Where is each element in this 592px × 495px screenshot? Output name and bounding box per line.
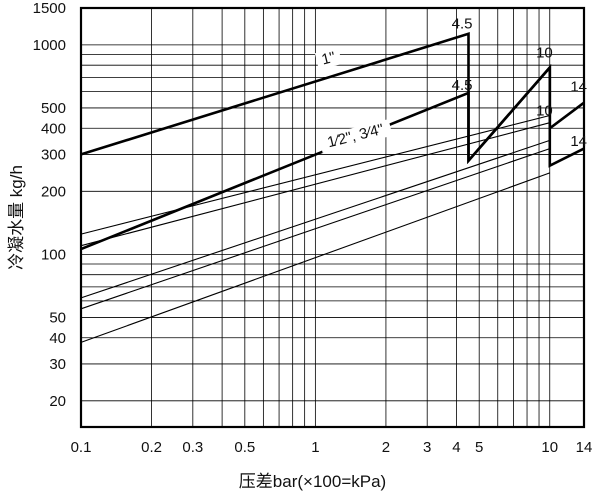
reference-line-3 bbox=[80, 122, 550, 247]
x-tick-label: 5 bbox=[475, 439, 483, 456]
series-group bbox=[80, 32, 585, 343]
curve-label: 4.5 bbox=[452, 15, 473, 32]
y-axis-title: 冷凝水量 kg/h bbox=[7, 165, 26, 270]
y-tick-label: 50 bbox=[49, 309, 66, 326]
curve-label: 14 bbox=[570, 78, 587, 95]
y-tick-label: 100 bbox=[41, 246, 66, 263]
reference-line-2 bbox=[80, 114, 550, 235]
curve-label: 1⁄2", 3⁄4" bbox=[326, 121, 386, 151]
y-tick-label: 1500 bbox=[33, 0, 66, 17]
y-tick-label: 300 bbox=[41, 146, 66, 163]
y-tick-label: 400 bbox=[41, 120, 66, 137]
capacity-curve-1 bbox=[80, 64, 585, 251]
y-tick-label: 200 bbox=[41, 183, 66, 200]
x-tick-label: 0.5 bbox=[234, 439, 255, 456]
x-tick-label: 4 bbox=[452, 439, 460, 456]
y-tick-label: 30 bbox=[49, 356, 66, 373]
x-axis-title: 压差bar(×100=kPa) bbox=[239, 472, 386, 491]
x-tick-label: 1 bbox=[311, 439, 319, 456]
curve-label: 1" bbox=[320, 49, 337, 69]
curve-label: 10 bbox=[536, 103, 553, 120]
y-tick-label: 20 bbox=[49, 393, 66, 410]
x-tick-label: 0.1 bbox=[71, 439, 92, 456]
y-tick-label: 40 bbox=[49, 330, 66, 347]
y-tick-label: 500 bbox=[41, 100, 66, 117]
x-axis-ticks: 0.1 0.2 0.3 0.5 1 2 3 4 5 10 14 bbox=[71, 439, 592, 456]
curve-label: 14 bbox=[570, 133, 587, 150]
plot-frame bbox=[79, 6, 586, 429]
y-axis-ticks: 20 30 40 50 100 200 300 400 500 1000 1500 bbox=[33, 0, 66, 410]
curve-label: 10 bbox=[536, 45, 553, 62]
grid bbox=[81, 8, 584, 427]
x-tick-label: 3 bbox=[423, 439, 431, 456]
reference-line-6 bbox=[80, 172, 550, 343]
reference-line-4 bbox=[80, 139, 550, 299]
x-tick-label: 0.2 bbox=[141, 439, 162, 456]
label-backing bbox=[314, 47, 343, 70]
x-tick-label: 0.3 bbox=[182, 439, 203, 456]
x-tick-label: 10 bbox=[541, 439, 558, 456]
curve-label: 4.5 bbox=[452, 77, 473, 94]
label-backing bbox=[318, 119, 393, 153]
reference-line-5 bbox=[80, 148, 550, 310]
y-tick-label: 1000 bbox=[33, 37, 66, 54]
curve-labels: 4.5 10 14 4.5 10 14 1" 1⁄2", 3⁄4" bbox=[314, 15, 587, 153]
x-tick-label: 14 bbox=[576, 439, 592, 456]
x-tick-label: 2 bbox=[382, 439, 390, 456]
